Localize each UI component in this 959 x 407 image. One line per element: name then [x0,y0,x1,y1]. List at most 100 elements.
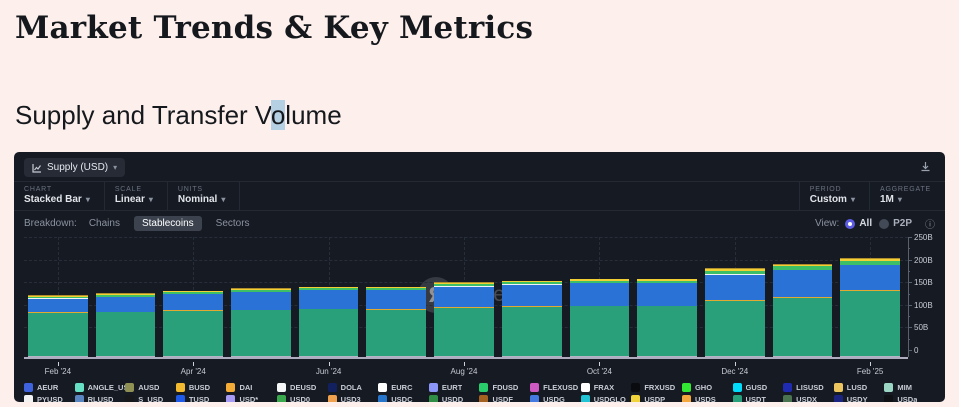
bar-segment-fdusd [163,292,224,294]
legend-item-gusd[interactable]: GUSD [732,383,784,392]
control-units-dropdown[interactable]: UNITS Nominal ▾ [168,182,241,210]
stacked-bar-nov24[interactable] [637,258,697,357]
legend-label: EURC [391,383,413,392]
legend-item-usdx[interactable]: USDX [783,395,834,402]
breakdown-option-chains[interactable]: Chains [88,218,120,229]
control-label: AGGREGATE [879,186,931,193]
legend-item-tusd[interactable]: TUSD [175,395,227,402]
legend-item-susd[interactable]: S_USD [125,395,176,402]
legend-item-aeur[interactable]: AEUR [24,383,75,392]
bar-segment-ausd [704,268,765,270]
x-axis-label: Dec '24 [721,367,749,376]
view-label: View: [815,218,840,229]
control-period-dropdown[interactable]: PERIOD Custom ▾ [798,182,869,210]
bar-segment-busd [501,281,562,283]
legend-label: USDT [745,395,766,402]
bar-segment-usdc [840,265,900,290]
bars-container [24,257,904,357]
legend-item-frxusd[interactable]: FRXUSD [631,383,682,392]
legend-item-usd0[interactable]: USD0 [277,395,328,402]
x-axis: Feb '24 Apr '24 Jun '24 Aug '24 Oct '24 Dec '… [24,362,935,378]
control-label: PERIOD [809,186,842,193]
subtitle-selected-char: o [270,100,286,130]
legend-item-usdglo[interactable]: USDGLO [580,395,632,402]
control-value: Nominal ▾ [177,194,226,205]
x-axis-label: Apr '24 [180,367,206,376]
legend-item-rlusd[interactable]: RLUSD [74,395,126,402]
stacked-bar-apr24[interactable] [163,258,224,357]
bar-segment-usdt [569,305,630,357]
stacked-bar-dec24[interactable] [704,258,765,357]
legend-item-gho[interactable]: GHO [681,383,733,392]
view-option-label[interactable]: All [859,218,873,229]
legend-item-usdc[interactable]: USDC [378,395,429,402]
bar-segment-dai [704,300,765,301]
legend-item-busd[interactable]: BUSD [175,383,227,392]
legend-item-usdg[interactable]: USDG [530,395,581,402]
stacked-bar-aug24[interactable] [434,258,494,357]
bar-segment-busd [231,288,291,291]
stacked-bar-oct24[interactable] [569,258,630,357]
bar-segment-usdc [95,296,156,312]
stacked-bar-feb24[interactable] [28,258,88,357]
control-aggregate-dropdown[interactable]: AGGREGATE 1M ▾ [868,182,945,210]
bar-segment-usde [569,356,630,357]
legend-item-lusd[interactable]: LUSD [833,383,885,392]
stacked-bar-feb25[interactable] [840,257,900,357]
stacked-bar-jun24[interactable] [298,258,359,357]
legend-item-eurc[interactable]: EURC [378,383,429,392]
view-radio-all[interactable] [845,218,856,229]
stacked-bar-jan25[interactable] [772,258,833,357]
legend-item-flexusd[interactable]: FLEXUSD [530,383,581,392]
legend-item-pyusd[interactable]: PYUSD [24,395,75,402]
bar-segment-usdc [28,298,88,313]
legend-item-mim[interactable]: MIM [884,383,935,392]
legend-item-frax[interactable]: FRAX [580,383,632,392]
legend-item-ausd[interactable]: AUSD [125,383,176,392]
legend-swatch [884,383,894,392]
legend-label: USD0 [290,395,311,402]
legend-item-usdt[interactable]: USDT [732,395,784,402]
legend-item-usdf[interactable]: USDF [479,395,530,402]
download-icon[interactable] [916,159,935,177]
legend-item-angleusd[interactable]: ANGLE_USD [74,383,125,392]
control-chart-dropdown[interactable]: CHART Stacked Bar ▾ [14,182,105,210]
legend-item-lisusd[interactable]: LISUSD [783,383,834,392]
x-tick [464,362,465,366]
bar-segment-usdc [637,282,697,306]
control-scale-dropdown[interactable]: SCALE Linear ▾ [105,182,168,210]
breakdown-option-stablecoins[interactable]: Stablecoins [133,216,202,231]
legend-item-fdusd[interactable]: FDUSD [479,383,530,392]
legend-item-usdd[interactable]: USDD [428,395,480,402]
legend-item-dai[interactable]: DAI [226,383,277,392]
view-radio-p2p[interactable] [879,218,890,229]
legend-swatch [327,383,337,392]
control-value: 1M ▾ [879,194,902,205]
legend-item-dola[interactable]: DOLA [327,383,379,392]
breakdown-option-sectors[interactable]: Sectors [215,218,250,229]
legend-item-usd3[interactable]: USD3 [327,395,379,402]
info-icon[interactable]: ⓘ [925,220,935,231]
metric-selector-button[interactable]: Supply (USD) ▾ [24,158,126,177]
bar-segment-fdusd [569,280,630,283]
stacked-bar-sep24[interactable] [501,258,562,357]
bar-segment-fdusd [434,284,494,287]
legend-item-usds[interactable]: USDS [681,395,733,402]
legend-item-usdy[interactable]: USDY [833,395,885,402]
stacked-bar-jul24[interactable] [366,258,427,357]
legend-swatch [884,395,894,402]
stacked-bar-may24[interactable] [231,258,291,357]
legend-item-usdp[interactable]: USDP [631,395,682,402]
legend-item-usd[interactable]: USD* [226,395,277,402]
legend-swatch [631,383,641,392]
legend-label: PYUSD [37,395,63,402]
legend-item-usda[interactable]: USDa [884,395,935,402]
section-subtitle: Supply and Transfer Volume [0,46,959,131]
legend-item-deusd[interactable]: DEUSD [277,383,328,392]
bar-segment-usdt [704,300,765,356]
legend-item-eurt[interactable]: EURT [428,383,480,392]
view-option-label[interactable]: P2P [893,218,912,229]
stacked-bar-mar24[interactable] [95,258,156,357]
bar-segment-busd [298,287,359,289]
x-axis-label: Oct '24 [586,367,612,376]
